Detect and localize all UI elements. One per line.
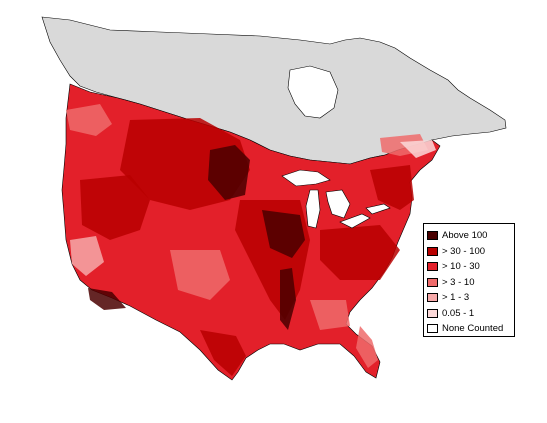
legend-item: > 3 - 10 [427,275,511,291]
legend-label: 0.05 - 1 [442,307,475,319]
lake-ontario [365,203,391,215]
abundance-intensity-layer [66,104,436,376]
lake-superior [281,169,331,187]
legend-label: None Counted [442,323,504,334]
legend-swatch [427,262,438,272]
lake-michigan [305,189,321,229]
legend-item: None Counted [427,321,511,337]
abundance-patch [80,175,150,240]
abundance-patch [400,140,436,158]
legend-item: Above 100 [427,228,511,244]
abundance-patch [66,104,112,136]
abundance-patch [320,225,400,280]
legend-item: > 1 - 3 [427,290,511,306]
abundance-patch [356,326,378,368]
legend-swatch [427,277,438,287]
abundance-patch [370,165,414,210]
abundance-patch [88,288,126,310]
legend-label: > 10 - 30 [442,261,480,272]
legend-label: > 3 - 10 [442,276,475,288]
abundance-patch [262,210,305,258]
legend-swatch [427,293,438,303]
legend-item: 0.05 - 1 [427,306,511,322]
abundance-patch [280,268,296,330]
legend-label: Above 100 [442,230,488,241]
legend-swatch [427,231,438,241]
abundance-patch [170,250,230,300]
abundance-patch [310,300,350,330]
legend-label: > 30 - 100 [442,245,486,257]
abundance-patch [208,145,250,200]
legend-swatch [427,324,438,334]
legend-label: > 1 - 3 [442,292,470,303]
great-lakes [281,169,391,229]
abundance-patch [200,330,246,376]
lake-huron [325,189,351,219]
lake-erie [339,213,371,229]
legend-swatch [427,308,438,318]
legend-item: > 10 - 30 [427,259,511,275]
abundance-patch [70,236,104,276]
hudson-bay [287,65,339,119]
legend-item: > 30 - 100 [427,244,511,260]
legend-swatch [427,246,438,256]
map-legend: Above 100 > 30 - 100 > 10 - 30 > 3 - 10 > 1 … [423,223,515,337]
